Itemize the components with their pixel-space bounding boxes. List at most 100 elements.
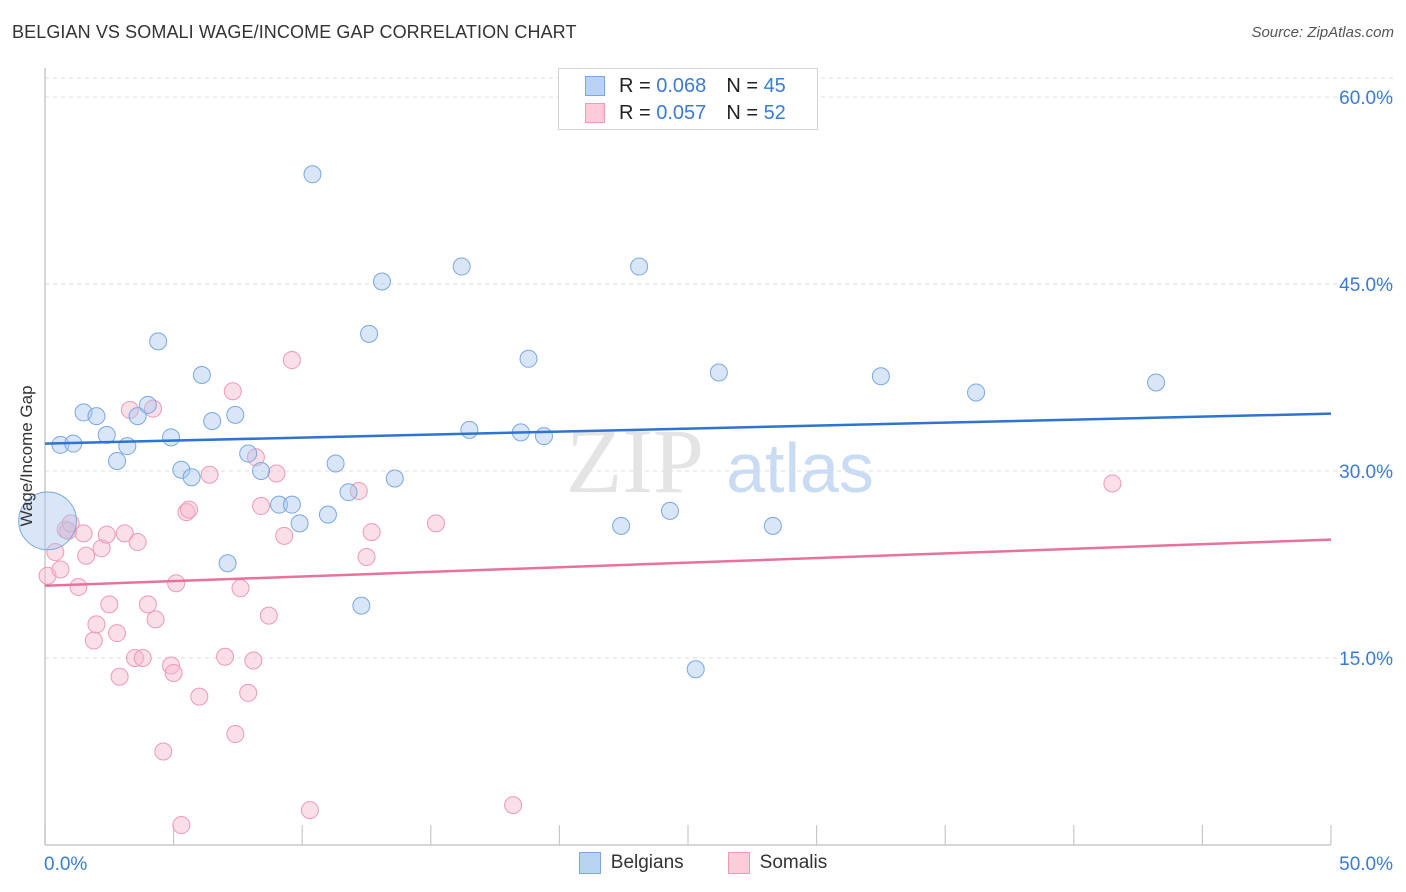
somalis-legend-swatch <box>727 852 750 874</box>
somali-point <box>74 524 93 543</box>
somali-point <box>128 533 147 552</box>
belgian-r-label: R = <box>619 74 651 97</box>
legend-item-belgians[interactable]: Belgians <box>578 852 684 874</box>
belgian-point <box>352 596 371 615</box>
somali-point <box>126 649 145 667</box>
belgian-point <box>339 483 358 502</box>
somali-point <box>97 525 116 544</box>
belgian-point <box>326 454 345 473</box>
somali-point <box>504 796 523 815</box>
chart-title: BELGIAN VS SOMALI WAGE/INCOME GAP CORREL… <box>12 22 577 42</box>
belgian-point <box>686 660 705 679</box>
somali-point <box>133 649 152 667</box>
belgian-point <box>282 495 301 514</box>
belgian-point <box>138 395 157 414</box>
belgian-point <box>226 405 245 424</box>
somali-point <box>110 667 129 686</box>
source-label: Source: ZipAtlas.com <box>1251 24 1394 41</box>
belgian-point <box>172 460 191 479</box>
belgian-point <box>519 349 538 368</box>
watermark-atlas: atlas <box>726 429 874 507</box>
belgian-point <box>452 257 471 276</box>
y-tick-label: 15.0% <box>1339 649 1393 670</box>
somali-point <box>108 624 127 643</box>
somali-point <box>138 595 157 614</box>
belgian-point <box>51 435 70 454</box>
somali-point <box>172 816 191 835</box>
belgian-point <box>118 437 137 456</box>
belgian-point <box>318 505 337 524</box>
watermark-zip: ZIP <box>566 410 704 512</box>
somali-n-label: N = <box>726 101 758 124</box>
somali-point <box>100 595 119 614</box>
somali-point <box>51 560 70 579</box>
somali-point <box>239 683 258 702</box>
somali-r-label: R = <box>619 101 651 124</box>
somali-trendline <box>44 538 1332 587</box>
belgian-point <box>630 257 649 276</box>
belgian-point <box>162 428 181 447</box>
x-tick-label-max: 50.0% <box>1339 854 1393 875</box>
belgian-point <box>18 491 77 551</box>
x-tick-label-min: 0.0% <box>44 854 87 875</box>
y-tick-label: 45.0% <box>1339 275 1393 296</box>
somali-point <box>180 500 199 519</box>
somali-point <box>275 526 294 545</box>
somali-point <box>115 524 134 543</box>
belgian-r-value: 0.068 <box>656 74 707 97</box>
somali-n-value: 52 <box>763 101 786 124</box>
somali-point <box>282 351 301 370</box>
belgian-point <box>763 516 782 535</box>
series-legend: Belgians Somalis <box>0 852 1406 874</box>
somali-point <box>164 663 183 682</box>
somali-point <box>61 514 80 533</box>
belgian-point <box>709 363 728 382</box>
somali-point <box>190 687 209 706</box>
belgian-point <box>203 412 222 431</box>
belgian-point <box>290 514 309 533</box>
somali-point <box>154 742 173 761</box>
belgian-point <box>149 332 168 351</box>
somali-swatch <box>585 103 605 123</box>
y-axis-label: Wage/Income Gap <box>17 385 36 527</box>
somali-point <box>200 465 219 484</box>
somali-point <box>77 546 96 565</box>
y-tick-label: 30.0% <box>1339 462 1393 483</box>
belgian-point <box>460 420 479 439</box>
somali-point <box>300 801 319 820</box>
belgian-point <box>108 452 127 471</box>
belgian-n-label: N = <box>726 74 758 97</box>
belgians-legend-label: Belgians <box>610 852 684 873</box>
somali-point <box>267 464 286 483</box>
somali-point <box>216 647 235 666</box>
somali-point <box>167 574 186 593</box>
somali-point <box>162 656 181 675</box>
somali-point <box>84 631 103 650</box>
belgian-point <box>360 324 379 343</box>
somali-point <box>87 615 106 634</box>
somali-point <box>231 579 250 598</box>
correlation-legend: R = 0.068 N = 45 R = 0.057 N = 52 <box>558 68 818 130</box>
belgian-point <box>128 407 147 426</box>
somali-point <box>357 548 376 567</box>
somali-point <box>46 543 65 562</box>
belgian-point <box>385 469 404 488</box>
belgian-point <box>871 367 890 386</box>
belgian-point <box>218 554 237 573</box>
legend-row-belgians: R = 0.068 N = 45 <box>585 74 786 98</box>
somali-point <box>426 514 445 533</box>
somali-point <box>259 606 278 625</box>
somali-r-value: 0.057 <box>656 101 707 124</box>
somali-point <box>226 725 245 744</box>
somali-point <box>362 523 381 542</box>
belgian-point <box>270 495 289 514</box>
somali-point <box>223 382 242 401</box>
belgian-point <box>192 366 211 385</box>
legend-item-somalis[interactable]: Somalis <box>727 852 827 874</box>
belgians-legend-swatch <box>578 852 601 874</box>
belgian-point <box>372 272 391 291</box>
somali-point <box>177 503 196 522</box>
somali-point <box>1103 474 1122 493</box>
belgian-swatch <box>585 76 605 96</box>
somali-point <box>252 496 271 515</box>
